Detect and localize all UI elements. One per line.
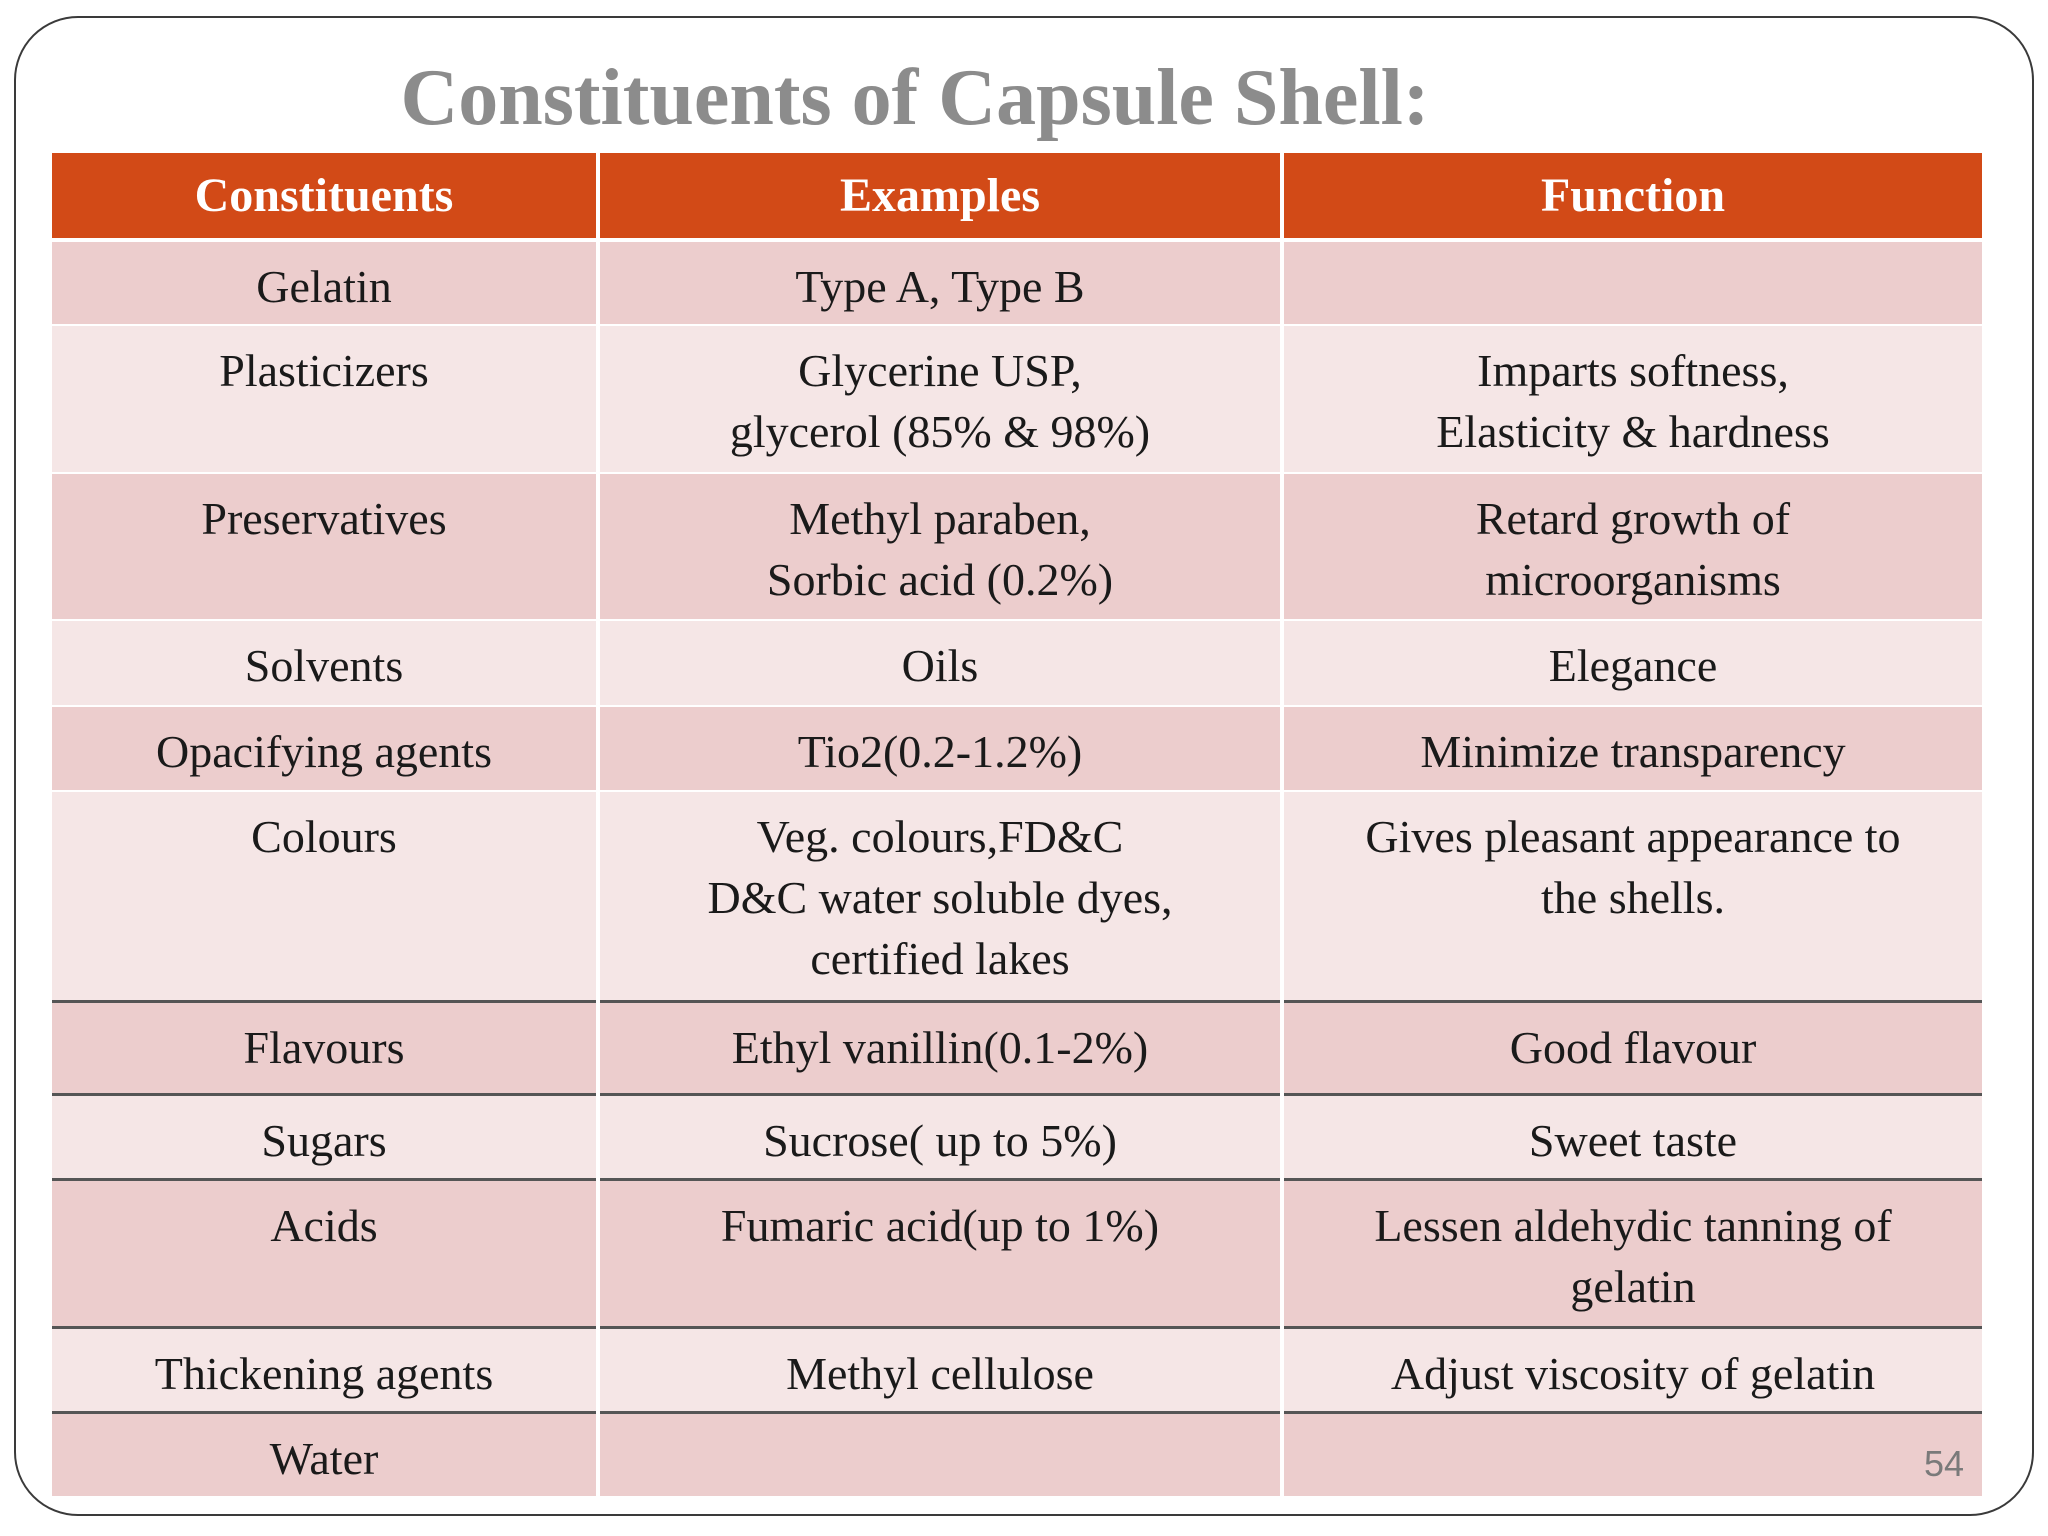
cell-line: Glycerine USP,: [798, 345, 1082, 396]
cell-line: Retard growth of: [1475, 493, 1791, 544]
table-row: Gelatin Type A, Type B: [52, 239, 1982, 326]
function-cell: [1280, 1410, 1982, 1498]
examples-cell: Methyl paraben, Sorbic acid (0.2%): [596, 472, 1284, 621]
cell-line: Gelatin: [256, 261, 392, 312]
constituent-cell: Gelatin: [52, 239, 600, 326]
cell-line: Water: [269, 1432, 379, 1484]
function-cell: Retard growth of microorganisms: [1280, 472, 1982, 621]
slide-title: Constituents of Capsule Shell:: [400, 54, 1430, 142]
constituent-cell: Sugars: [52, 1092, 600, 1180]
table-row: Sugars Sucrose( up to 5%) Sweet taste: [52, 1092, 1982, 1180]
cell-line: Adjust viscosity of gelatin: [1390, 1347, 1876, 1399]
examples-cell: Ethyl vanillin(0.1-2%): [596, 999, 1284, 1095]
cell-line: Minimize transparency: [1420, 726, 1846, 777]
cell-line: Gives pleasant appearance to: [1365, 811, 1901, 862]
table-row: Acids Fumaric acid(up to 1%) Lessen aldehy…: [52, 1177, 1982, 1328]
table-row: Solvents Oils Elegance: [52, 619, 1982, 707]
cell-line: Elasticity & hardness: [1436, 406, 1830, 457]
constituent-cell: Opacifying agents: [52, 705, 600, 792]
constituent-cell: Acids: [52, 1177, 600, 1328]
cell-line: gelatin: [1570, 1260, 1696, 1312]
cell-line: Acids: [270, 1199, 378, 1251]
cell-line: Veg. colours,FD&C: [756, 811, 1124, 862]
cell-line: Sorbic acid (0.2%): [766, 554, 1114, 605]
cell-line: Plasticizers: [219, 345, 429, 396]
examples-cell: Tio2(0.2-1.2%): [596, 705, 1284, 792]
examples-cell: Fumaric acid(up to 1%): [596, 1177, 1284, 1328]
header-examples: Examples: [596, 153, 1284, 242]
function-cell: Sweet taste: [1280, 1092, 1982, 1180]
cell-line: Lessen aldehydic tanning of: [1374, 1199, 1892, 1251]
table-row: Flavours Ethyl vanillin(0.1-2%) Good flavo…: [52, 999, 1982, 1095]
constituent-cell: Preservatives: [52, 472, 600, 621]
constituent-cell: Thickening agents: [52, 1325, 600, 1413]
header-constituents: Constituents: [52, 153, 600, 242]
table-row: Colours Veg. colours,FD&C D&C water solubl…: [52, 790, 1982, 1002]
table-row: Preservatives Methyl paraben, Sorbic acid …: [52, 472, 1982, 621]
cell-line: Tio2(0.2-1.2%): [797, 726, 1083, 777]
function-cell: Elegance: [1280, 619, 1982, 707]
constituent-cell: Plasticizers: [52, 324, 600, 474]
cell-line: Good flavour: [1509, 1021, 1757, 1073]
cell-line: Methyl cellulose: [786, 1347, 1094, 1399]
table-header-row: Constituents Examples Function: [52, 153, 1982, 242]
cell-line: Sugars: [261, 1114, 387, 1166]
cell-line: Oils: [901, 640, 979, 691]
cell-line: Opacifying agents: [156, 726, 492, 777]
cell-line: Sucrose( up to 5%): [763, 1114, 1117, 1166]
table-row: Water: [52, 1410, 1982, 1498]
cell-line: Ethyl vanillin(0.1-2%): [731, 1021, 1149, 1073]
cell-line: Methyl paraben,: [789, 493, 1091, 544]
cell-line: Colours: [251, 811, 397, 862]
function-cell: Gives pleasant appearance to the shells.: [1280, 790, 1982, 1002]
cell-line: Flavours: [243, 1021, 405, 1073]
cell-line: microorganisms: [1485, 554, 1781, 605]
cell-line: certified lakes: [810, 933, 1070, 984]
function-cell: Good flavour: [1280, 999, 1982, 1095]
examples-cell: Type A, Type B: [596, 239, 1284, 326]
function-cell: Lessen aldehydic tanning of gelatin: [1280, 1177, 1982, 1328]
cell-line: Sweet taste: [1528, 1114, 1738, 1166]
table-body: Gelatin Type A, Type B Plasticizers Glyceri…: [52, 239, 1982, 1498]
function-cell: Imparts softness, Elasticity & hardness: [1280, 324, 1982, 474]
cell-line: Type A, Type B: [795, 261, 1085, 312]
examples-cell: Veg. colours,FD&C D&C water soluble dyes,…: [596, 790, 1284, 1002]
examples-cell: Sucrose( up to 5%): [596, 1092, 1284, 1180]
cell-line: glycerol (85% & 98%): [729, 406, 1151, 457]
examples-cell: Methyl cellulose: [596, 1325, 1284, 1413]
constituent-cell: Solvents: [52, 619, 600, 707]
cell-line: D&C water soluble dyes,: [707, 872, 1173, 923]
examples-cell: [596, 1410, 1284, 1498]
table-row: Thickening agents Methyl cellulose Adjust …: [52, 1325, 1982, 1413]
function-cell: Adjust viscosity of gelatin: [1280, 1325, 1982, 1413]
constituents-table: Constituents Examples Function Gelatin Ty…: [52, 153, 1982, 1498]
examples-cell: Glycerine USP, glycerol (85% & 98%): [596, 324, 1284, 474]
cell-line: the shells.: [1541, 872, 1725, 923]
function-cell: Minimize transparency: [1280, 705, 1982, 792]
cell-line: Solvents: [244, 640, 404, 691]
function-cell: [1280, 239, 1982, 326]
cell-line: Thickening agents: [154, 1347, 494, 1399]
page-number: 54: [1924, 1443, 1965, 1484]
constituent-cell: Colours: [52, 790, 600, 1002]
constituent-cell: Water: [52, 1410, 600, 1498]
cell-line: Imparts softness,: [1477, 345, 1789, 396]
cell-line: Preservatives: [201, 493, 447, 544]
cell-line: Elegance: [1548, 640, 1718, 691]
constituent-cell: Flavours: [52, 999, 600, 1095]
cell-line: Fumaric acid(up to 1%): [720, 1199, 1160, 1251]
table-row: Opacifying agents Tio2(0.2-1.2%) Minimize …: [52, 705, 1982, 792]
examples-cell: Oils: [596, 619, 1284, 707]
table-row: Plasticizers Glycerine USP, glycerol (85% …: [52, 324, 1982, 474]
header-function: Function: [1280, 153, 1982, 242]
